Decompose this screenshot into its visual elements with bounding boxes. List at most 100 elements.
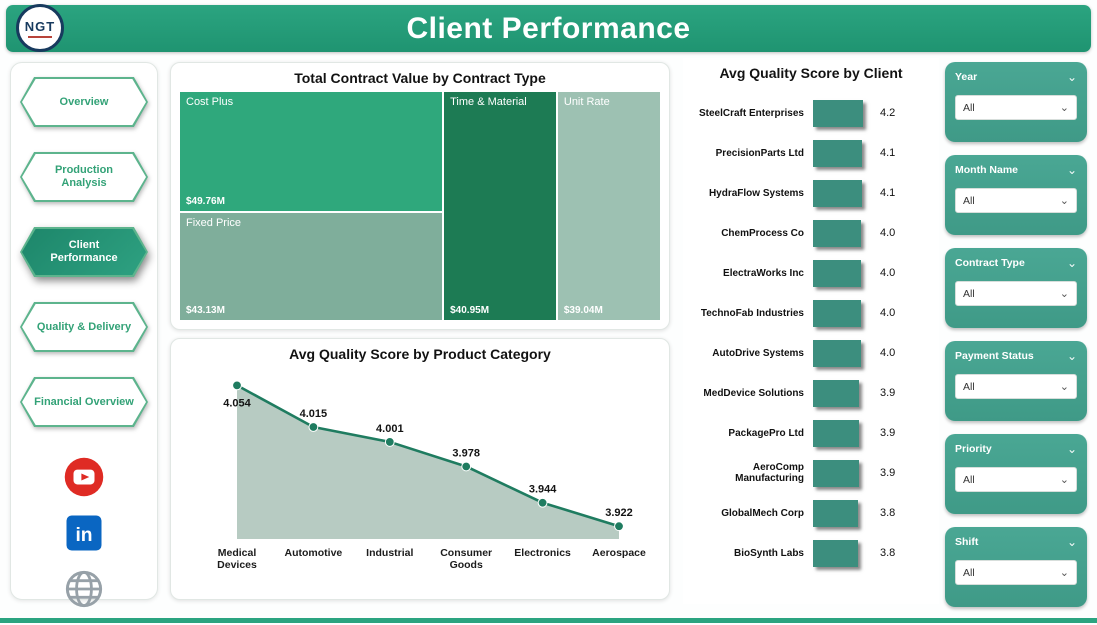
data-label: 4.001	[376, 423, 404, 435]
treemap-tile-value: $49.76M	[186, 195, 225, 207]
data-point-industrial[interactable]	[384, 437, 395, 447]
x-axis-label: Consumer Goods	[440, 547, 492, 571]
chevron-down-icon[interactable]: ⌄	[1066, 163, 1077, 177]
nav-item-client-performance[interactable]: Client Performance	[20, 227, 148, 277]
slicer-label: Priority	[955, 443, 992, 455]
bar-track	[813, 419, 873, 447]
payment-status-dropdown[interactable]: All ⌄	[955, 374, 1077, 399]
trend-line	[236, 384, 620, 528]
chevron-down-icon: ⌄	[1059, 473, 1069, 486]
client-bar-row: GlobalMech Corp 3.8	[683, 493, 939, 533]
nav-item-overview[interactable]: Overview	[20, 77, 148, 127]
data-point-medical-devices[interactable]	[232, 380, 242, 391]
bar-track	[813, 139, 873, 167]
nav-item-financial-overview[interactable]: Financial Overview	[20, 377, 148, 427]
client-chart-panel: Avg Quality Score by Client SteelCraft E…	[683, 58, 939, 604]
priority-dropdown[interactable]: All ⌄	[955, 467, 1077, 492]
treemap-tile-unit-rate[interactable]: Unit Rate $39.04M	[556, 91, 661, 321]
client-name: MedDevice Solutions	[703, 387, 804, 399]
area-chart-card: Avg Quality Score by Product Category 4.…	[170, 338, 670, 600]
x-axis-label: Electronics	[514, 547, 571, 559]
client-name: PrecisionParts Ltd	[715, 147, 804, 159]
chevron-down-icon: ⌄	[1059, 101, 1069, 114]
data-point-aerospace[interactable]	[614, 521, 624, 532]
area-chart: 4.054 4.015 4.001 3.978 3.944 3.922 Medical Dev…	[177, 365, 665, 600]
client-bar-row: HydraFlow Systems 4.1	[683, 173, 939, 213]
treemap-tile-fixed-price[interactable]: Fixed Price $43.13M	[179, 211, 444, 321]
score-value: 4.0	[880, 347, 896, 359]
score-value: 3.9	[880, 467, 896, 479]
chevron-down-icon: ⌄	[1059, 287, 1069, 300]
score-bar-packagepro-ltd[interactable]	[813, 419, 860, 447]
youtube-icon[interactable]	[63, 456, 105, 498]
nav-sidebar: Overview Production Analysis Client Perfor…	[10, 62, 158, 608]
chevron-down-icon: ⌄	[1059, 194, 1069, 207]
contract-type-dropdown[interactable]: All ⌄	[955, 281, 1077, 306]
data-point-automotive[interactable]	[308, 422, 319, 432]
slicer-label: Shift	[955, 536, 979, 548]
chevron-down-icon[interactable]: ⌄	[1066, 442, 1077, 456]
nav-item-label: Overview	[59, 95, 109, 108]
score-bar-steelcraft-enterprises[interactable]	[813, 99, 863, 127]
slicer-value: All	[963, 287, 975, 300]
chevron-down-icon[interactable]: ⌄	[1066, 70, 1077, 84]
client-name: TechnoFab Industries	[700, 307, 804, 319]
chevron-down-icon[interactable]: ⌄	[1066, 349, 1077, 363]
slicer-panel: Year ⌄ All ⌄ Month Name ⌄ All ⌄ Contract Type ⌄ Al…	[945, 62, 1087, 607]
month-name-dropdown[interactable]: All ⌄	[955, 188, 1077, 213]
treemap-tile-cost-plus[interactable]: Cost Plus $49.76M	[179, 91, 444, 212]
nav-item-label: Quality & Delivery	[36, 320, 132, 333]
data-point-electronics[interactable]	[537, 497, 548, 508]
data-label: 4.015	[300, 408, 328, 420]
logo-text: NGT	[24, 18, 56, 34]
shift-dropdown[interactable]: All ⌄	[955, 560, 1077, 585]
slicer-payment-status: Payment Status ⌄ All ⌄	[945, 341, 1087, 421]
data-point-consumer-goods[interactable]	[461, 461, 472, 472]
chevron-down-icon[interactable]: ⌄	[1066, 256, 1077, 270]
svg-text:in: in	[75, 525, 92, 546]
slicer-value: All	[963, 194, 975, 207]
score-bar-electraworks-inc[interactable]	[813, 259, 861, 287]
client-bar-row: PrecisionParts Ltd 4.1	[683, 133, 939, 173]
linkedin-icon[interactable]: in	[63, 512, 105, 554]
globe-icon[interactable]	[63, 568, 105, 610]
client-name: HydraFlow Systems	[708, 187, 804, 199]
treemap-tile-label: Unit Rate	[563, 96, 610, 108]
nav-item-production-analysis[interactable]: Production Analysis	[20, 152, 148, 202]
bar-track	[813, 219, 873, 247]
score-bar-globalmech-corp[interactable]	[813, 499, 859, 527]
score-value: 3.9	[880, 387, 896, 399]
client-name: ElectraWorks Inc	[723, 267, 804, 279]
score-bar-autodrive-systems[interactable]	[813, 339, 861, 367]
year-dropdown[interactable]: All ⌄	[955, 95, 1077, 120]
client-bar-rows: SteelCraft Enterprises 4.2 PrecisionParts …	[683, 93, 939, 573]
hexagon-body: Production Analysis	[22, 154, 146, 200]
slicer-label: Contract Type	[955, 257, 1025, 269]
treemap-tile-time-material[interactable]: Time & Material $40.95M	[443, 91, 557, 321]
score-bar-hydraflow-systems[interactable]	[813, 179, 862, 207]
score-bar-biosynth-labs[interactable]	[813, 539, 859, 567]
client-bar-row: AutoDrive Systems 4.0	[683, 333, 939, 373]
client-bar-row: MedDevice Solutions 3.9	[683, 373, 939, 413]
x-axis-label: Aerospace	[592, 547, 646, 559]
client-name: AutoDrive Systems	[712, 347, 804, 359]
client-name: SteelCraft Enterprises	[698, 107, 804, 119]
score-value: 4.0	[880, 307, 896, 319]
area-chart-title: Avg Quality Score by Product Category	[289, 346, 551, 362]
score-bar-technofab-industries[interactable]	[813, 299, 861, 327]
client-bar-row: ChemProcess Co 4.0	[683, 213, 939, 253]
hexagon-body: Client Performance	[22, 229, 146, 275]
score-value: 3.8	[880, 507, 896, 519]
score-bar-aerocomp-manufacturing[interactable]	[813, 459, 860, 487]
nav-item-quality-delivery[interactable]: Quality & Delivery	[20, 302, 148, 352]
chevron-down-icon[interactable]: ⌄	[1066, 535, 1077, 549]
score-value: 4.0	[880, 227, 896, 239]
score-bar-chemprocess-co[interactable]	[813, 219, 861, 247]
slicer-value: All	[963, 473, 975, 486]
score-bar-meddevice-solutions[interactable]	[813, 379, 860, 407]
score-value: 3.9	[880, 427, 896, 439]
treemap-title: Total Contract Value by Contract Type	[294, 70, 546, 86]
client-name: PackagePro Ltd	[728, 427, 804, 439]
score-bar-precisionparts-ltd[interactable]	[813, 139, 862, 167]
